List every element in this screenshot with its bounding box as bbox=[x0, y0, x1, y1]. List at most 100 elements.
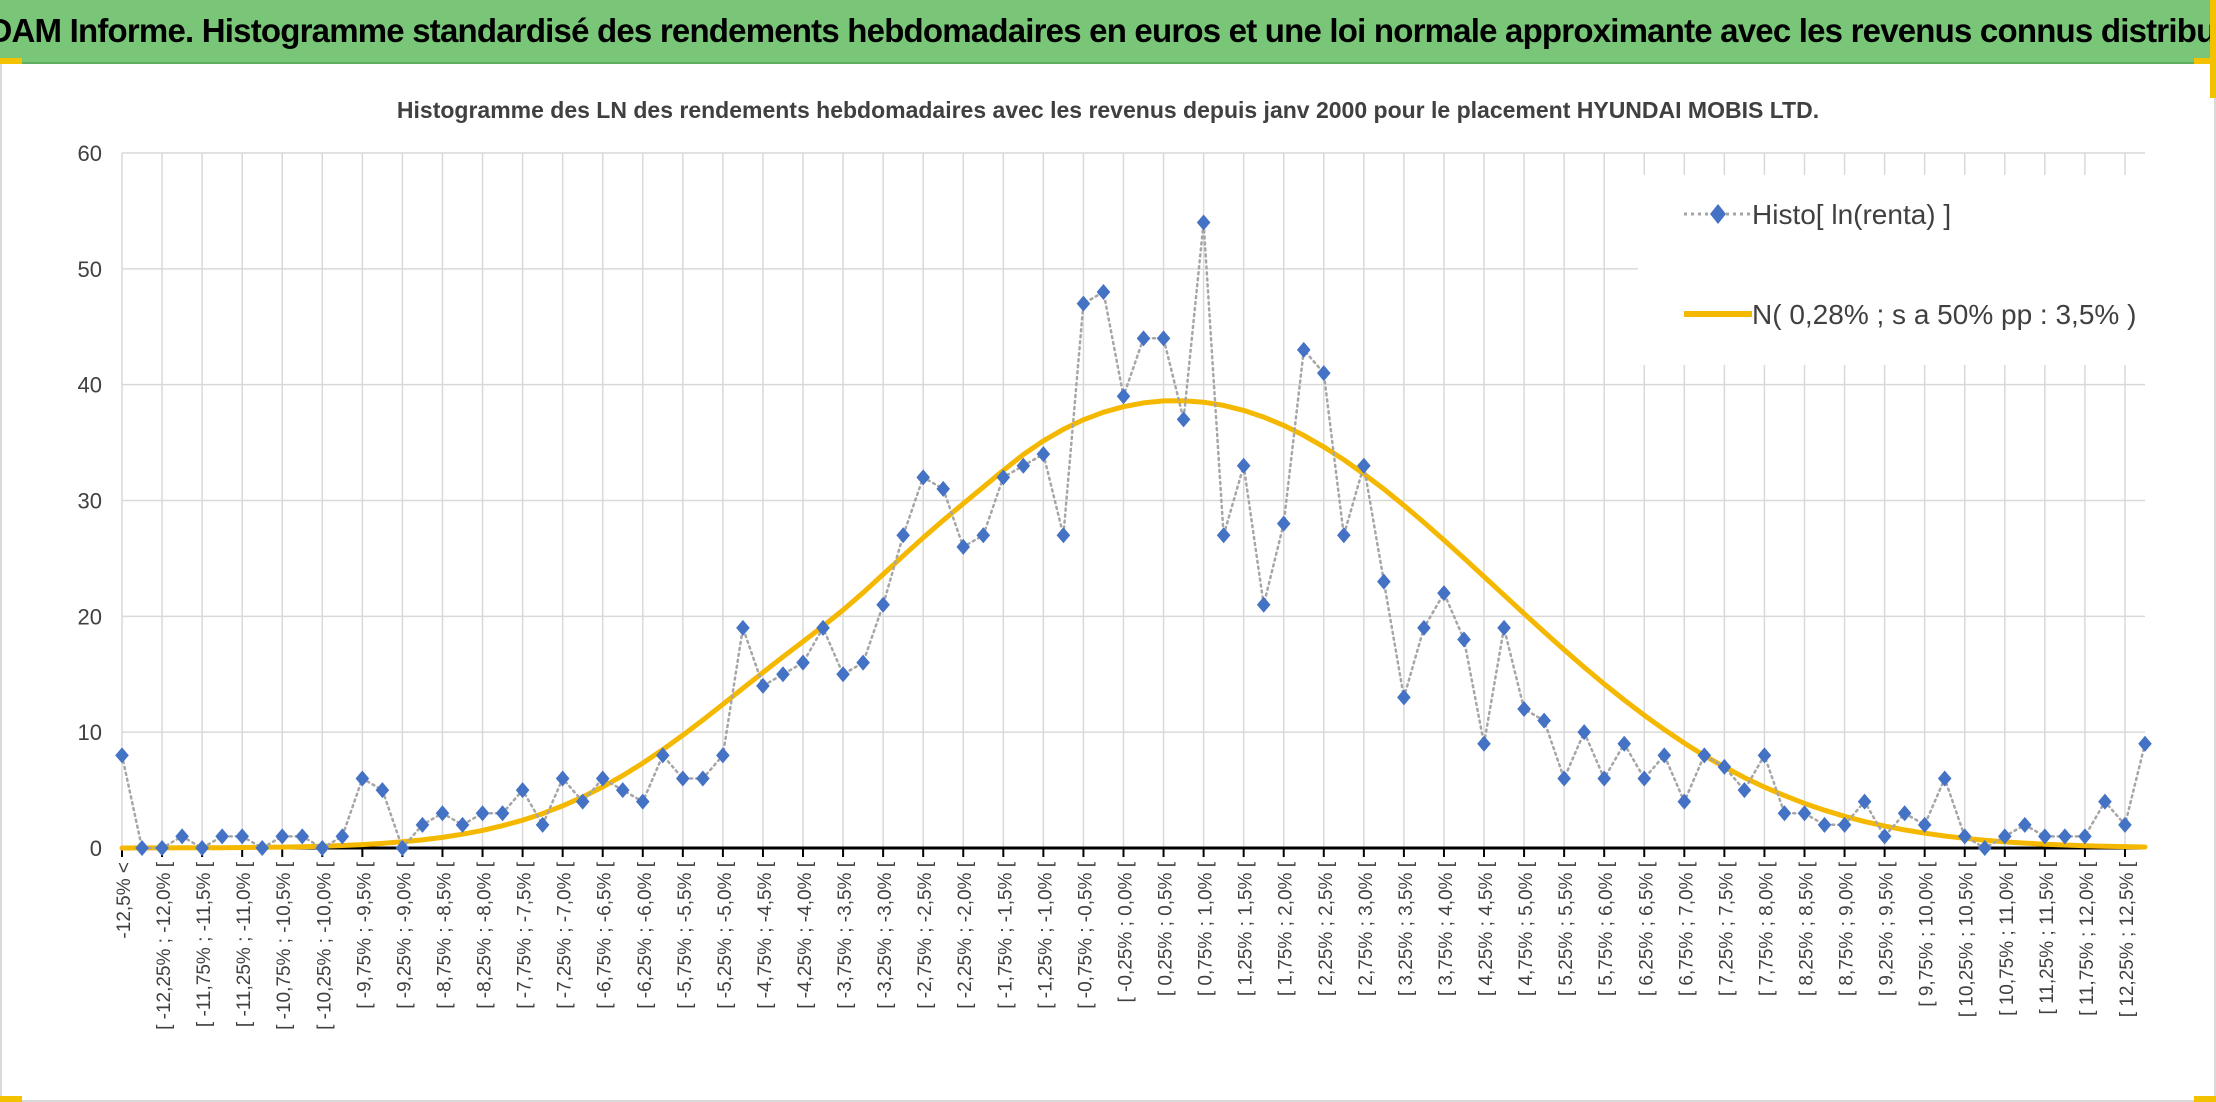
histogram-point bbox=[876, 596, 890, 613]
histogram-point bbox=[2018, 816, 2032, 833]
legend-histo-label: Histo[ ln(renta) ] bbox=[1752, 199, 1951, 230]
histogram-point bbox=[215, 828, 229, 845]
y-tick-label: 0 bbox=[90, 836, 102, 861]
histogram-point bbox=[916, 469, 930, 486]
histogram-point bbox=[1377, 573, 1391, 590]
x-tick-label: [ -4,25% ; -4,0% [ bbox=[795, 861, 816, 1009]
report-banner: ADAM Informe. Histogramme standardisé de… bbox=[0, 0, 2216, 64]
histogram-point bbox=[1437, 585, 1451, 602]
y-axis-ticks: 0 10 20 30 40 50 60 bbox=[78, 141, 102, 861]
x-tick-label: [ -11,25% ; -11,0% [ bbox=[234, 861, 255, 1027]
histogram-point bbox=[716, 747, 730, 764]
accent-corner bbox=[2194, 1096, 2216, 1102]
x-tick-label: [ 12,25% ; 12,5% [ bbox=[2117, 861, 2138, 1017]
histogram-point bbox=[956, 538, 971, 555]
histogram-point bbox=[415, 816, 430, 833]
histogram-point bbox=[615, 782, 630, 799]
y-tick-label: 40 bbox=[78, 373, 102, 398]
histogram-point bbox=[1076, 295, 1091, 312]
histogram-point bbox=[1537, 712, 1551, 729]
histogram-point bbox=[1156, 330, 1171, 347]
histogram-point bbox=[2078, 828, 2092, 845]
x-tick-label: [ -7,25% ; -7,0% [ bbox=[555, 861, 576, 1009]
histogram-point bbox=[555, 770, 570, 787]
x-tick-label: -12,5% < bbox=[114, 862, 135, 939]
histogram-point bbox=[1677, 793, 1692, 810]
y-tick-label: 20 bbox=[78, 604, 102, 629]
histogram-point bbox=[1016, 457, 1031, 474]
x-tick-label: [ 0,25% ; 0,5% [ bbox=[1156, 861, 1177, 996]
histogram-point bbox=[796, 654, 810, 671]
x-tick-label: [ 1,25% ; 1,5% [ bbox=[1236, 861, 1257, 996]
histogram-point bbox=[1337, 527, 1351, 544]
x-tick-label: [ -10,25% ; -10,0% [ bbox=[314, 861, 335, 1030]
x-tick-label: [ 7,75% ; 8,0% [ bbox=[1756, 861, 1777, 996]
histogram-point bbox=[1397, 689, 1411, 706]
x-tick-label: [ 3,75% ; 4,0% [ bbox=[1436, 861, 1457, 996]
histogram-point bbox=[996, 469, 1011, 486]
histogram-point bbox=[976, 527, 991, 544]
histogram-point bbox=[696, 770, 710, 787]
histogram-point bbox=[776, 666, 790, 683]
histogram-point bbox=[756, 677, 770, 694]
histogram-point bbox=[115, 747, 129, 764]
histogram-point bbox=[1296, 341, 1311, 358]
x-tick-label: [ -8,25% ; -8,0% [ bbox=[475, 861, 496, 1009]
histogram-point bbox=[1937, 770, 1952, 787]
histogram-point bbox=[1637, 770, 1652, 787]
histogram-point bbox=[635, 793, 650, 810]
report-title: ADAM Informe. Histogramme standardisé de… bbox=[0, 12, 2216, 49]
x-tick-label: [ 8,25% ; 8,5% [ bbox=[1796, 861, 1817, 996]
histogram-point bbox=[1817, 816, 1832, 833]
histogram-point bbox=[1917, 816, 1932, 833]
gridlines bbox=[121, 152, 2145, 848]
histogram-point bbox=[1957, 828, 1972, 845]
x-tick-label: [ -5,75% ; -5,5% [ bbox=[675, 861, 696, 1009]
histogram-point bbox=[1577, 724, 1591, 741]
x-tick-label: [ -3,75% ; -3,5% [ bbox=[835, 861, 856, 1009]
histogram-point bbox=[235, 828, 249, 845]
x-tick-label: [ 10,75% ; 11,0% [ bbox=[1997, 861, 2018, 1016]
histogram-point bbox=[1597, 770, 1611, 787]
histogram-point bbox=[736, 619, 750, 636]
x-tick-label: [ 11,25% ; 11,5% [ bbox=[2037, 861, 2058, 1014]
histogram-point bbox=[1897, 805, 1912, 822]
histogram-point bbox=[475, 805, 490, 822]
histogram-point bbox=[1657, 747, 1672, 764]
y-tick-label: 30 bbox=[78, 489, 102, 514]
histogram-point bbox=[1136, 330, 1151, 347]
histogram-point bbox=[1877, 828, 1892, 845]
histogram-point bbox=[195, 840, 209, 856]
histogram-point bbox=[1757, 747, 1772, 764]
x-tick-label: [ -12,25% ; -12,0% [ bbox=[154, 861, 175, 1030]
histogram-point bbox=[1557, 770, 1571, 787]
histogram-point bbox=[1216, 527, 1231, 544]
histogram-point bbox=[1797, 805, 1812, 822]
histogram-point bbox=[2038, 828, 2052, 845]
histogram-point bbox=[355, 770, 370, 787]
normal-curve-line bbox=[119, 398, 2148, 851]
histogram-series bbox=[115, 214, 2152, 856]
histogram-point bbox=[2138, 735, 2152, 752]
x-tick-label: [ 5,25% ; 5,5% [ bbox=[1556, 861, 1577, 996]
histogram-point bbox=[1737, 782, 1752, 799]
x-tick-label: [ 11,75% ; 12,0% [ bbox=[2077, 861, 2098, 1016]
x-tick-label: [ 4,75% ; 5,0% [ bbox=[1516, 861, 1537, 996]
y-tick-label: 10 bbox=[78, 720, 102, 745]
histogram-point bbox=[175, 828, 189, 845]
histogram-point bbox=[1236, 457, 1251, 474]
x-tick-label: [ -1,25% ; -1,0% [ bbox=[1035, 861, 1056, 1009]
histogram-chart: Histogramme des LN des rendements hebdom… bbox=[78, 97, 2198, 1030]
x-axis bbox=[121, 846, 2145, 857]
histogram-point bbox=[2118, 816, 2132, 833]
histogram-point bbox=[1477, 735, 1491, 752]
histogram-point bbox=[2098, 793, 2112, 810]
x-tick-label: [ -9,75% ; -9,5% [ bbox=[354, 861, 375, 1009]
histogram-point bbox=[856, 654, 870, 671]
histogram-point bbox=[896, 527, 910, 544]
histogram-point bbox=[255, 840, 270, 856]
x-tick-label: [ 5,75% ; 6,0% [ bbox=[1596, 861, 1617, 996]
legend-background bbox=[1638, 175, 2198, 365]
histogram-point bbox=[676, 770, 690, 787]
histogram-point bbox=[375, 782, 390, 799]
